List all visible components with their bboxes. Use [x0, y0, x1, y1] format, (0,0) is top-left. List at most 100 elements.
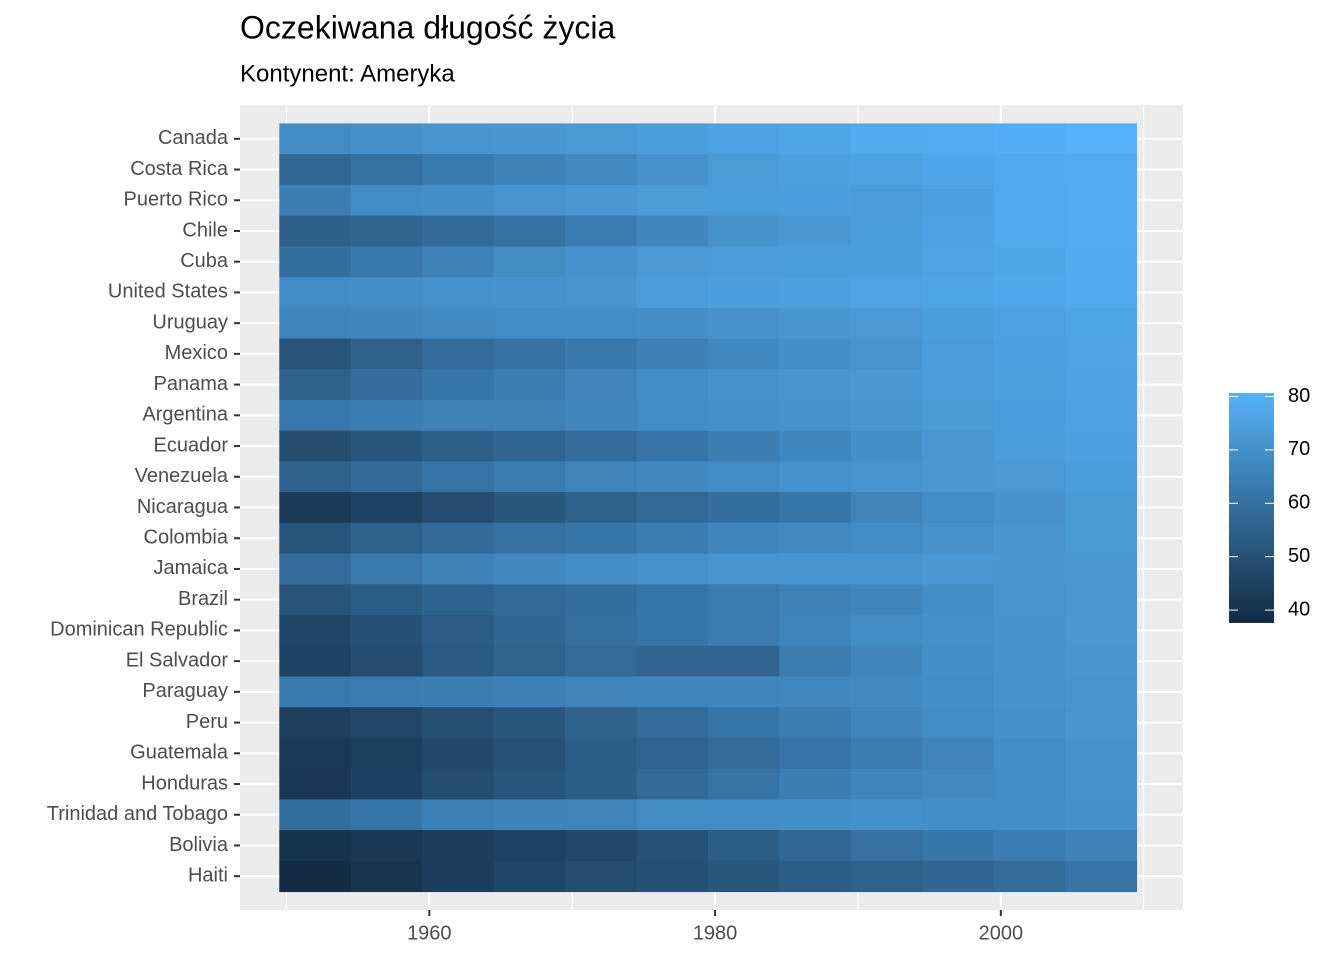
- tile: [779, 307, 852, 340]
- tile: [279, 615, 352, 647]
- tile: [493, 277, 566, 309]
- tile: [565, 430, 637, 462]
- tile: [279, 338, 352, 370]
- tile: [779, 369, 852, 401]
- tile: [922, 307, 995, 340]
- y-tick-label: Peru: [186, 711, 228, 733]
- tile: [1065, 369, 1138, 401]
- tile: [422, 154, 495, 186]
- tile: [279, 307, 352, 340]
- tile: [1065, 184, 1138, 217]
- tile: [1065, 707, 1138, 739]
- tile: [422, 492, 495, 524]
- tile: [922, 430, 995, 462]
- tile: [493, 184, 566, 217]
- y-tick-label: Venezuela: [135, 465, 229, 487]
- tile: [993, 338, 1066, 370]
- tile: [493, 615, 566, 647]
- tile: [636, 676, 709, 708]
- tile: [279, 246, 352, 278]
- tile: [707, 338, 780, 370]
- tile: [422, 215, 495, 247]
- tile: [493, 369, 566, 401]
- tile: [779, 492, 852, 524]
- tile: [565, 553, 637, 585]
- tile: [350, 184, 423, 217]
- tile: [993, 707, 1066, 739]
- tile: [493, 676, 566, 708]
- tile: [636, 615, 709, 647]
- tile: [922, 184, 995, 217]
- tile: [993, 584, 1066, 616]
- tile: [922, 768, 995, 800]
- tile: [350, 860, 423, 893]
- tile: [422, 246, 495, 278]
- tile: [350, 369, 423, 401]
- tile: [1065, 830, 1138, 862]
- tile: [279, 277, 352, 309]
- tile: [779, 184, 852, 217]
- tile: [422, 430, 495, 462]
- tile: [707, 430, 780, 462]
- tile: [350, 522, 423, 555]
- tile: [422, 645, 495, 677]
- tile: [993, 860, 1066, 893]
- y-tick-label: Dominican Republic: [50, 619, 228, 641]
- tile: [636, 430, 709, 462]
- tile: [279, 522, 352, 555]
- tile: [422, 277, 495, 309]
- tile: [922, 860, 995, 893]
- tile: [565, 737, 637, 770]
- tile: [422, 184, 495, 217]
- tile: [636, 399, 709, 432]
- tile: [850, 799, 923, 831]
- tile: [350, 553, 423, 585]
- tile: [565, 369, 637, 401]
- tile: [422, 830, 495, 862]
- tile: [922, 522, 995, 555]
- tile: [636, 307, 709, 340]
- tile: [850, 553, 923, 585]
- tile: [1065, 123, 1138, 155]
- tile: [1065, 522, 1138, 555]
- tile: [422, 707, 495, 739]
- tile: [279, 369, 352, 401]
- tile: [707, 307, 780, 340]
- y-tick-label: Costa Rica: [130, 158, 229, 180]
- tile: [779, 799, 852, 831]
- tile: [850, 737, 923, 770]
- tile: [565, 860, 637, 893]
- tile: [493, 830, 566, 862]
- tile: [1065, 645, 1138, 677]
- tile: [707, 215, 780, 247]
- tile: [636, 215, 709, 247]
- tile: [350, 215, 423, 247]
- tile: [565, 522, 637, 555]
- tile: [350, 645, 423, 677]
- tile: [565, 768, 637, 800]
- tile: [922, 615, 995, 647]
- tile: [565, 676, 637, 708]
- y-tick-label: El Salvador: [126, 649, 229, 671]
- tile: [850, 615, 923, 647]
- tile: [993, 553, 1066, 585]
- tile: [707, 123, 780, 155]
- tile: [422, 399, 495, 432]
- tile: [993, 461, 1066, 493]
- tile: [779, 430, 852, 462]
- tile: [279, 430, 352, 462]
- tile: [636, 860, 709, 893]
- tile: [993, 246, 1066, 278]
- tile: [350, 154, 423, 186]
- tile: [565, 123, 637, 155]
- tile: [922, 461, 995, 493]
- tile: [565, 277, 637, 309]
- tile: [350, 737, 423, 770]
- tile: [922, 707, 995, 739]
- tile: [493, 707, 566, 739]
- tile: [636, 553, 709, 585]
- tile: [636, 737, 709, 770]
- tile: [779, 707, 852, 739]
- tile: [850, 399, 923, 432]
- tile: [422, 737, 495, 770]
